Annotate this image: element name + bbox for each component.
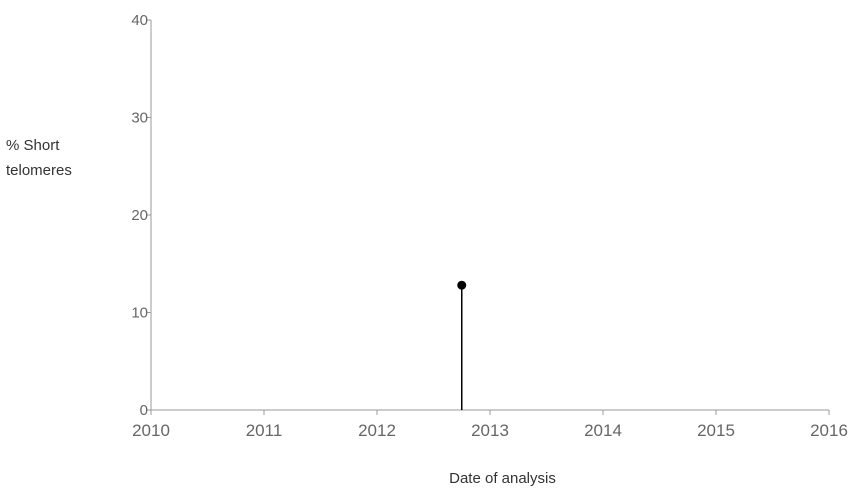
x-tick-label: 2011 [246, 421, 283, 440]
data-point [457, 280, 467, 290]
y-tick-label: 30 [131, 110, 148, 127]
x-tick-label: 2010 [132, 421, 170, 440]
y-tick-label: 40 [131, 12, 148, 29]
y-tick-label: 0 [140, 402, 148, 419]
x-tick-label: 2016 [810, 421, 848, 440]
y-tick-label: 20 [131, 207, 148, 224]
y-axis-label-line-2: telomeres [6, 162, 72, 179]
x-tick-label: 2012 [358, 421, 396, 440]
x-tick-label: 2014 [584, 421, 622, 440]
axes: 0 10 20 30 40 2010 2011 2012 2013 2014 2015 2016 [131, 12, 848, 440]
y-axis-label-line-1: % Short [6, 137, 60, 154]
x-tick-label: 2015 [697, 421, 735, 440]
x-tick-label: 2013 [471, 421, 509, 440]
data-marks [457, 280, 467, 410]
y-tick-label: 10 [131, 305, 148, 322]
x-axis-label: Date of analysis [449, 470, 556, 487]
